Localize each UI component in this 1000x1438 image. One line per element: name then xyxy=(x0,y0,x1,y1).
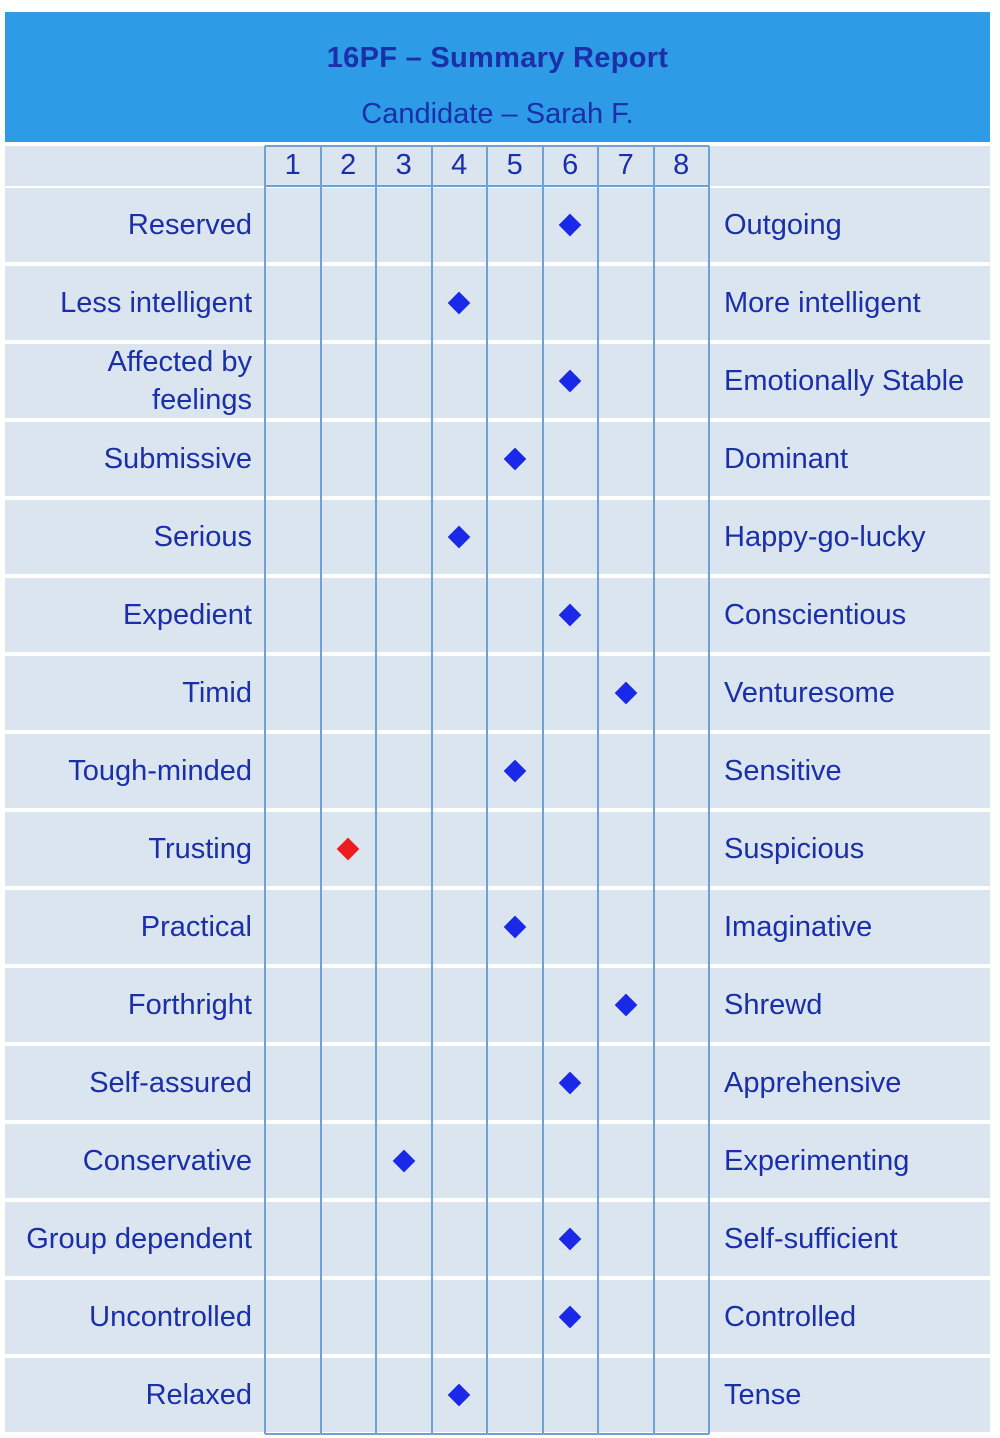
trait-low-label: Self-assured xyxy=(89,1067,252,1099)
trait-high-label: Apprehensive xyxy=(724,1067,902,1099)
trait-low-label: Group dependent xyxy=(26,1223,252,1255)
trait-high-label: Experimenting xyxy=(724,1145,910,1177)
trait-low-label: Less intelligent xyxy=(60,287,252,319)
trait-high-label: Controlled xyxy=(724,1301,857,1333)
trait-high-label: Dominant xyxy=(724,443,849,475)
row-band xyxy=(5,188,990,262)
scale-header-band xyxy=(5,146,990,186)
trait-high-label: Emotionally Stable xyxy=(724,365,965,397)
grid-line-vertical xyxy=(319,146,322,1434)
grid-line-vertical xyxy=(264,146,266,1434)
row-band xyxy=(5,1124,990,1198)
grid-line-vertical xyxy=(708,146,710,1434)
grid-line-horizontal xyxy=(265,185,709,187)
scale-tick-label: 8 xyxy=(673,148,690,181)
row-band xyxy=(5,656,990,730)
trait-high-label: Suspicious xyxy=(724,833,865,865)
row-band xyxy=(5,1046,990,1120)
grid-line-vertical xyxy=(430,146,433,1434)
grid-line-vertical xyxy=(597,146,599,1434)
trait-low-label: Expedient xyxy=(123,599,252,631)
scale-tick-label: 1 xyxy=(284,148,301,181)
row-band xyxy=(5,1358,990,1432)
trait-high-label: Self-sufficient xyxy=(724,1223,898,1255)
trait-high-label: More intelligent xyxy=(724,287,921,319)
trait-low-label: Conservative xyxy=(82,1145,252,1177)
row-band xyxy=(5,578,990,652)
grid-line-vertical xyxy=(541,146,544,1434)
grid-line-horizontal xyxy=(265,1433,709,1435)
trait-low-label: Forthright xyxy=(127,989,252,1021)
trait-low-label: Relaxed xyxy=(145,1379,252,1411)
row-band xyxy=(5,1280,990,1354)
trait-low-label: Reserved xyxy=(127,209,252,241)
scale-tick-label: 7 xyxy=(617,148,634,181)
row-band xyxy=(5,890,990,964)
candidate-subtitle: Candidate – Sarah F. xyxy=(361,98,634,130)
grid-line-vertical xyxy=(486,146,488,1434)
row-band xyxy=(5,1202,990,1276)
scale-tick-label: 5 xyxy=(506,148,523,181)
trait-high-label: Conscientious xyxy=(724,599,907,631)
trait-low-label: Tough-minded xyxy=(68,755,252,787)
trait-high-label: Sensitive xyxy=(724,755,842,787)
row-band xyxy=(5,812,990,886)
grid-line-vertical xyxy=(375,146,377,1434)
scale-tick-label: 3 xyxy=(395,148,412,181)
trait-high-label: Outgoing xyxy=(724,209,842,241)
trait-high-label: Shrewd xyxy=(724,989,823,1021)
report-header: 16PF – Summary Report Candidate – Sarah … xyxy=(5,12,990,142)
scale-tick-label: 2 xyxy=(340,148,357,181)
trait-high-label: Tense xyxy=(724,1379,802,1411)
trait-low-label: Submissive xyxy=(103,443,252,475)
grid-line-horizontal xyxy=(265,145,709,147)
scale-tick-label: 4 xyxy=(451,148,468,181)
row-band xyxy=(5,344,990,418)
trait-high-label: Venturesome xyxy=(724,677,895,709)
row-band xyxy=(5,266,990,340)
trait-low-label: Practical xyxy=(140,911,252,943)
trait-low-label: Serious xyxy=(153,521,252,553)
trait-low-label: Timid xyxy=(182,677,252,709)
grid-line-vertical xyxy=(652,146,655,1434)
row-band xyxy=(5,734,990,808)
row-band xyxy=(5,422,990,496)
trait-high-label: Happy-go-lucky xyxy=(724,521,926,553)
trait-low-label: Uncontrolled xyxy=(89,1301,252,1333)
scale-tick-label: 6 xyxy=(562,148,579,181)
row-band xyxy=(5,968,990,1042)
trait-low-label: Trusting xyxy=(148,833,252,865)
trait-high-label: Imaginative xyxy=(724,911,873,943)
report-title: 16PF – Summary Report xyxy=(326,42,669,74)
trait-low-label: Affected by feelings xyxy=(107,346,252,416)
row-band xyxy=(5,500,990,574)
